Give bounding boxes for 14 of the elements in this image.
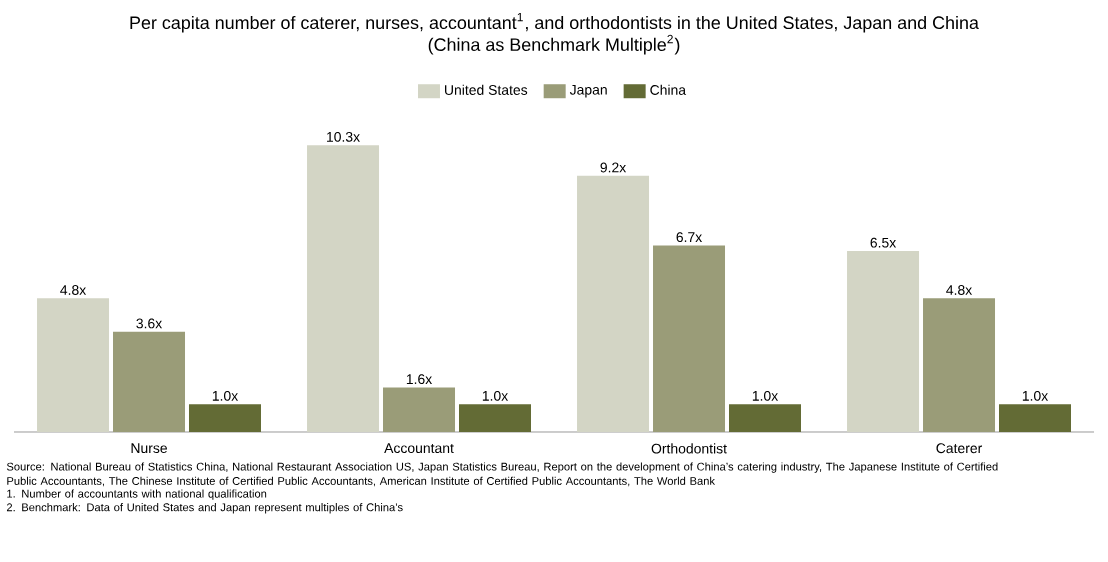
bar: [577, 175, 650, 432]
bar: [923, 298, 996, 432]
bar: [847, 251, 920, 432]
bar: [307, 145, 380, 432]
bar: [188, 404, 261, 432]
bar: [653, 245, 726, 432]
chart-title: Per capita number of caterer, nurses, accountant$^{1}$, and orthodontists in the United States, Japan and China: [130, 13, 979, 33]
bar: [729, 404, 801, 432]
bar: [999, 404, 1071, 432]
bar: [383, 387, 456, 432]
chart-subtitle: (China as Benchmark Multiple$^{2}$): [428, 34, 680, 55]
bar: [37, 298, 110, 432]
bar: [113, 331, 186, 432]
bar: [459, 404, 531, 432]
